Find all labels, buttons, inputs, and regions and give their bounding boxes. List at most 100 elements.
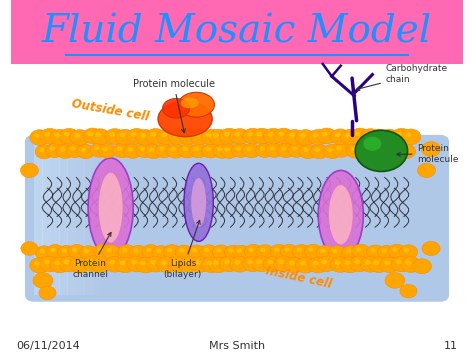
Circle shape	[145, 144, 163, 159]
Circle shape	[365, 132, 371, 137]
Circle shape	[159, 147, 164, 151]
Circle shape	[70, 257, 90, 273]
Ellipse shape	[184, 163, 213, 241]
Circle shape	[398, 144, 416, 158]
Text: Protein molecule: Protein molecule	[133, 79, 215, 133]
Circle shape	[225, 147, 230, 152]
Circle shape	[247, 132, 253, 137]
Circle shape	[418, 163, 436, 178]
Bar	[92, 142, 101, 295]
Circle shape	[175, 245, 193, 259]
Circle shape	[242, 143, 260, 158]
Circle shape	[80, 246, 98, 260]
Circle shape	[156, 249, 162, 253]
Text: Outside cell: Outside cell	[70, 97, 150, 124]
Circle shape	[70, 130, 90, 145]
Circle shape	[321, 260, 328, 264]
Text: Carbohydrate
chain: Carbohydrate chain	[356, 64, 448, 91]
Circle shape	[277, 143, 295, 158]
Circle shape	[335, 260, 341, 265]
Circle shape	[224, 132, 230, 136]
Circle shape	[400, 284, 417, 298]
Circle shape	[84, 249, 89, 253]
Circle shape	[179, 256, 199, 272]
Circle shape	[119, 261, 126, 265]
Circle shape	[152, 246, 170, 260]
Circle shape	[56, 144, 74, 158]
Bar	[76, 142, 85, 295]
Circle shape	[317, 256, 337, 272]
Circle shape	[374, 133, 379, 137]
Circle shape	[136, 130, 155, 145]
Circle shape	[300, 261, 306, 266]
Circle shape	[201, 257, 221, 273]
Circle shape	[340, 129, 360, 145]
Text: Mrs Smith: Mrs Smith	[209, 342, 265, 351]
Circle shape	[33, 273, 53, 288]
Circle shape	[237, 248, 242, 253]
Circle shape	[95, 260, 101, 265]
Circle shape	[102, 147, 108, 151]
Circle shape	[292, 146, 297, 151]
Bar	[51, 142, 60, 295]
Circle shape	[50, 129, 70, 145]
Circle shape	[400, 245, 418, 259]
Circle shape	[377, 245, 395, 260]
Circle shape	[115, 129, 135, 145]
Circle shape	[392, 129, 411, 144]
Circle shape	[314, 148, 320, 152]
Circle shape	[83, 128, 103, 144]
Circle shape	[332, 143, 350, 157]
Circle shape	[168, 129, 188, 144]
Circle shape	[188, 245, 206, 259]
Circle shape	[384, 261, 390, 265]
Circle shape	[183, 260, 190, 265]
Circle shape	[284, 257, 304, 273]
Circle shape	[380, 129, 400, 145]
Circle shape	[252, 128, 272, 144]
Circle shape	[401, 257, 421, 272]
Circle shape	[98, 144, 116, 158]
Circle shape	[405, 132, 411, 137]
Circle shape	[115, 257, 135, 273]
Circle shape	[401, 129, 421, 144]
Circle shape	[265, 143, 283, 157]
Circle shape	[364, 137, 382, 151]
Circle shape	[350, 147, 356, 151]
Circle shape	[350, 128, 370, 144]
Circle shape	[168, 257, 188, 272]
Text: 06/11/2014: 06/11/2014	[16, 342, 80, 351]
Circle shape	[278, 132, 284, 136]
Circle shape	[131, 132, 137, 137]
Circle shape	[356, 144, 374, 158]
Ellipse shape	[328, 185, 353, 245]
Circle shape	[163, 245, 181, 259]
Circle shape	[299, 144, 317, 159]
Circle shape	[105, 129, 125, 144]
Circle shape	[321, 132, 328, 136]
Circle shape	[360, 129, 380, 144]
Circle shape	[91, 257, 110, 272]
Circle shape	[161, 132, 167, 137]
Bar	[59, 142, 68, 295]
Circle shape	[332, 249, 337, 253]
Text: 11: 11	[444, 342, 458, 351]
Circle shape	[191, 129, 210, 144]
Circle shape	[245, 244, 263, 258]
Circle shape	[216, 248, 222, 252]
Circle shape	[64, 260, 70, 264]
Circle shape	[50, 147, 55, 151]
Circle shape	[40, 129, 60, 144]
Circle shape	[320, 249, 326, 253]
Circle shape	[236, 146, 241, 151]
Circle shape	[194, 147, 199, 151]
Circle shape	[296, 257, 315, 273]
Circle shape	[356, 247, 361, 252]
Circle shape	[39, 148, 45, 152]
Circle shape	[157, 257, 176, 272]
Circle shape	[191, 257, 210, 272]
Circle shape	[345, 261, 351, 265]
Circle shape	[396, 260, 402, 264]
Text: Protein
molecule: Protein molecule	[397, 144, 459, 164]
Circle shape	[369, 129, 389, 145]
